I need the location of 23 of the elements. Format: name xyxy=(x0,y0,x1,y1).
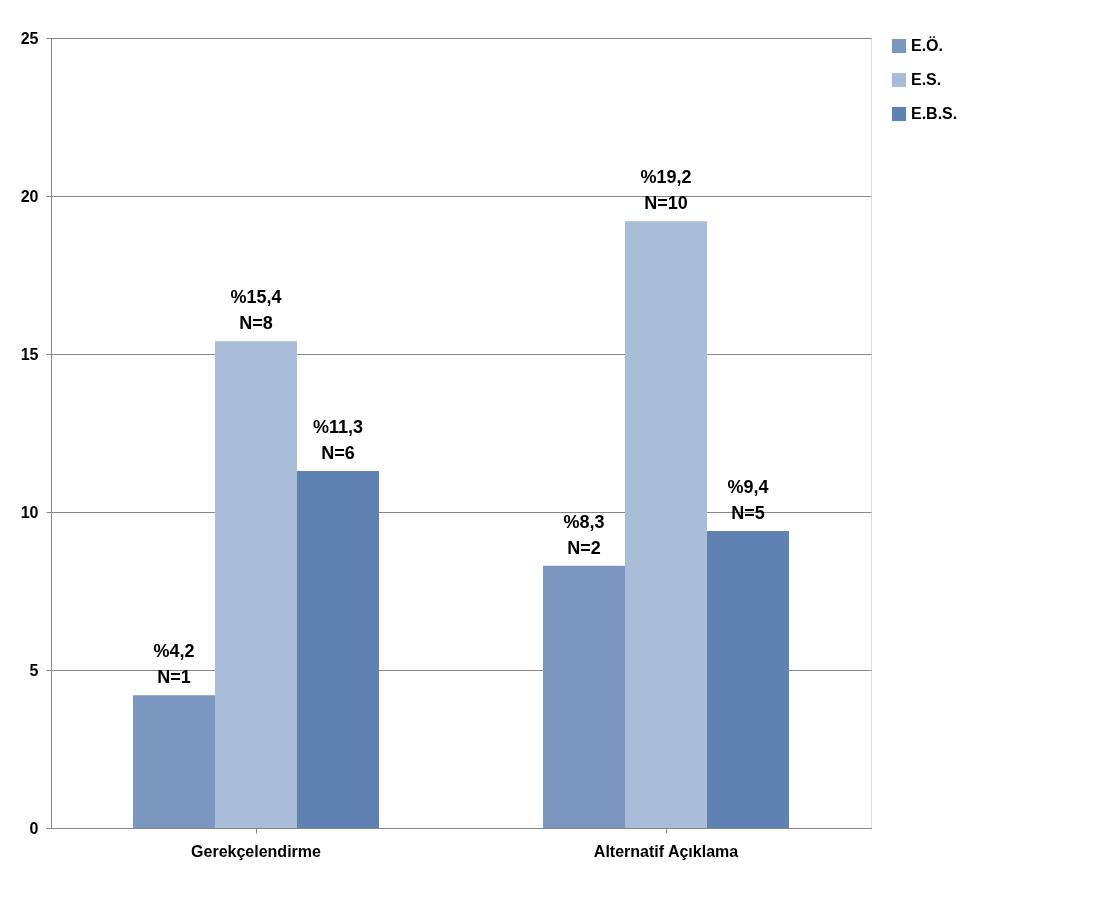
y-tick-label: 15 xyxy=(20,345,39,363)
bar xyxy=(133,695,215,828)
data-label: %9,4 N=5 xyxy=(727,476,769,523)
legend-label: E.B.S. xyxy=(911,105,958,122)
y-tick-label: 20 xyxy=(20,187,39,205)
bar xyxy=(707,530,789,828)
y-tick-label: 0 xyxy=(29,819,39,837)
bar xyxy=(543,565,625,828)
x-tick-label: Gerekçelendirme xyxy=(191,842,322,860)
y-tick-label: 5 xyxy=(29,661,39,679)
data-label: %4,2 N=1 xyxy=(153,641,195,688)
y-tick-label: 10 xyxy=(20,503,39,521)
bar xyxy=(215,341,297,828)
x-tick-label: Alternatif Açıklama xyxy=(593,842,739,860)
data-label: %11,3 N=6 xyxy=(312,416,364,463)
data-label: %19,2 N=10 xyxy=(640,167,692,214)
bar xyxy=(625,221,707,828)
legend-label: E.S. xyxy=(911,71,942,88)
y-tick-label: 25 xyxy=(20,29,39,47)
data-label: %15,4 N=8 xyxy=(230,287,282,334)
data-label: %8,3 N=2 xyxy=(563,511,605,558)
legend-label: E.Ö. xyxy=(911,36,944,54)
bar xyxy=(297,470,379,828)
